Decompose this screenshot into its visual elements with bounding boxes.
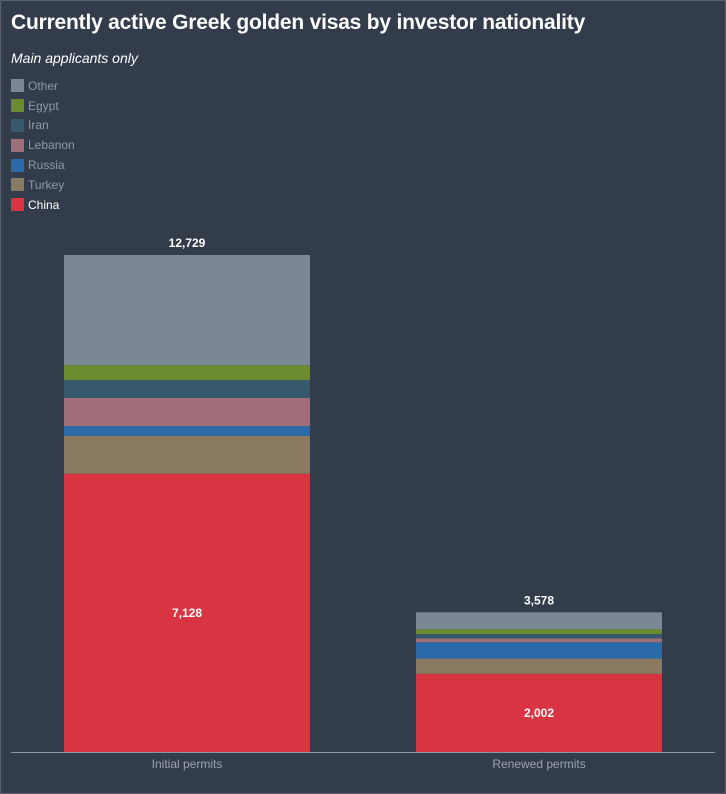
legend-swatch: [11, 198, 24, 212]
legend-label: Egypt: [28, 98, 59, 113]
legend-label: China: [28, 197, 60, 212]
bar-segment-other-renewed[interactable]: [416, 612, 662, 630]
chart-title: Currently active Greek golden visas by i…: [11, 11, 586, 34]
bar-segment-iran-renewed[interactable]: [416, 634, 662, 639]
bar-segment-russia-renewed[interactable]: [416, 642, 662, 659]
bar-segment-egypt-initial[interactable]: [64, 365, 310, 380]
legend-item-lebanon[interactable]: Lebanon: [11, 135, 75, 155]
bar-segment-egypt-renewed[interactable]: [416, 629, 662, 635]
bar-segment-iran-initial[interactable]: [64, 379, 310, 398]
legend-swatch: [11, 138, 24, 152]
legend-label: Other: [28, 78, 59, 93]
bar-segment-turkey-renewed[interactable]: [416, 658, 662, 674]
bar-segment-other-initial[interactable]: [64, 255, 310, 366]
bar-segment-russia-initial[interactable]: [64, 426, 310, 436]
legend-label: Iran: [28, 118, 49, 133]
x-tick-label: Renewed permits: [492, 757, 585, 771]
legend-item-iran[interactable]: Iran: [11, 116, 75, 136]
bar-segment-china-initial[interactable]: [64, 473, 310, 752]
bar-segment-turkey-initial[interactable]: [64, 435, 310, 474]
legend-item-egypt[interactable]: Egypt: [11, 96, 75, 116]
legend-item-turkey[interactable]: Turkey: [11, 175, 75, 195]
data-label-china: 7,128: [172, 606, 202, 620]
legend-item-china[interactable]: China: [11, 195, 75, 215]
legend-label: Turkey: [28, 177, 65, 192]
legend-swatch: [11, 178, 24, 192]
bar-segment-lebanon-renewed[interactable]: [416, 638, 662, 643]
legend-label: Russia: [28, 158, 65, 173]
legend-item-russia[interactable]: Russia: [11, 155, 75, 175]
legend: Other Egypt Iran Lebanon Russia Turkey China: [11, 76, 75, 215]
total-label: 12,729: [169, 236, 206, 250]
total-label: 3,578: [524, 593, 554, 607]
legend-swatch: [11, 79, 24, 93]
chart-subtitle: Main applicants only: [11, 50, 138, 66]
legend-label: Lebanon: [28, 138, 75, 153]
x-tick-label: Initial permits: [152, 757, 223, 771]
legend-swatch: [11, 99, 24, 113]
legend-swatch: [11, 158, 24, 172]
legend-swatch: [11, 118, 24, 132]
bar-segment-china-renewed[interactable]: [416, 673, 662, 752]
data-label-china: 2,002: [524, 706, 554, 720]
legend-item-other[interactable]: Other: [11, 76, 75, 96]
bar-segment-lebanon-initial[interactable]: [64, 397, 310, 427]
